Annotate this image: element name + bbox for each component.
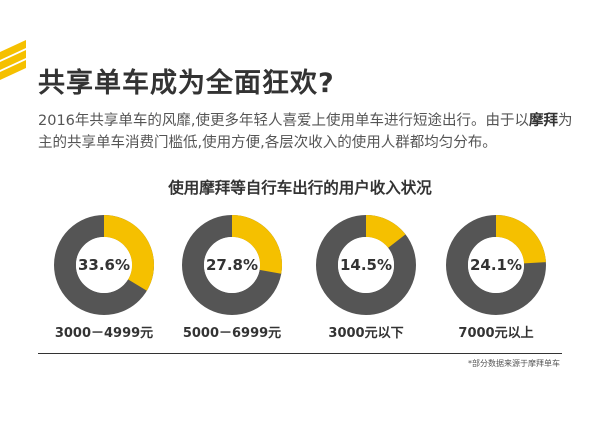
donut-chart-group: 33.6% 3000－4999元 27.8% 5000－6999元 14.5% 3000元… <box>0 208 600 348</box>
donut-value-slice <box>496 215 546 264</box>
donut-center-hole <box>468 237 524 293</box>
donut-center-hole <box>338 237 394 293</box>
corner-stripe <box>0 50 26 70</box>
donut-category-label: 3000－4999元 <box>54 326 154 341</box>
donut-center-hole <box>76 237 132 293</box>
corner-stripe <box>0 40 26 60</box>
intro-bold-brand: 摩拜 <box>529 113 559 129</box>
donut-value-slice <box>104 215 154 291</box>
donut-category-label: 7000元以上 <box>458 326 534 341</box>
donut-charts-svg <box>54 215 546 315</box>
donut-value-slice <box>366 215 406 248</box>
chart-title: 使用摩拜等自行车出行的用户收入状况 <box>168 179 432 197</box>
decorative-corner-stripes <box>0 40 26 80</box>
page-title: 共享单车成为全面狂欢? <box>38 68 335 99</box>
donut-value-label: 27.8% <box>205 256 259 274</box>
intro-text-part-1: 2016年共享单车的风靡,使更多年轻人喜爱上使用单车进行短途出行。由于以 <box>38 113 530 129</box>
donut-value-label: 33.6% <box>77 256 131 274</box>
donut-category-label: 3000元以下 <box>328 326 404 341</box>
divider-line <box>38 353 562 354</box>
corner-stripe <box>0 60 26 80</box>
donut-center-hole <box>204 237 260 293</box>
donut-value-slice <box>232 215 282 274</box>
donut-category-label: 5000－6999元 <box>182 326 282 341</box>
source-note: *部分数据来源于摩拜单车 <box>468 359 560 368</box>
donut-value-label: 14.5% <box>339 256 393 274</box>
intro-paragraph: 2016年共享单车的风靡,使更多年轻人喜爱上使用单车进行短途出行。由于以摩拜为主… <box>38 110 578 154</box>
intro-text-part-2: 为主的共享单车消费门槛低,使用方便,各层次收入的使用人群都均匀分布。 <box>38 113 573 151</box>
donut-value-label: 24.1% <box>469 256 523 274</box>
